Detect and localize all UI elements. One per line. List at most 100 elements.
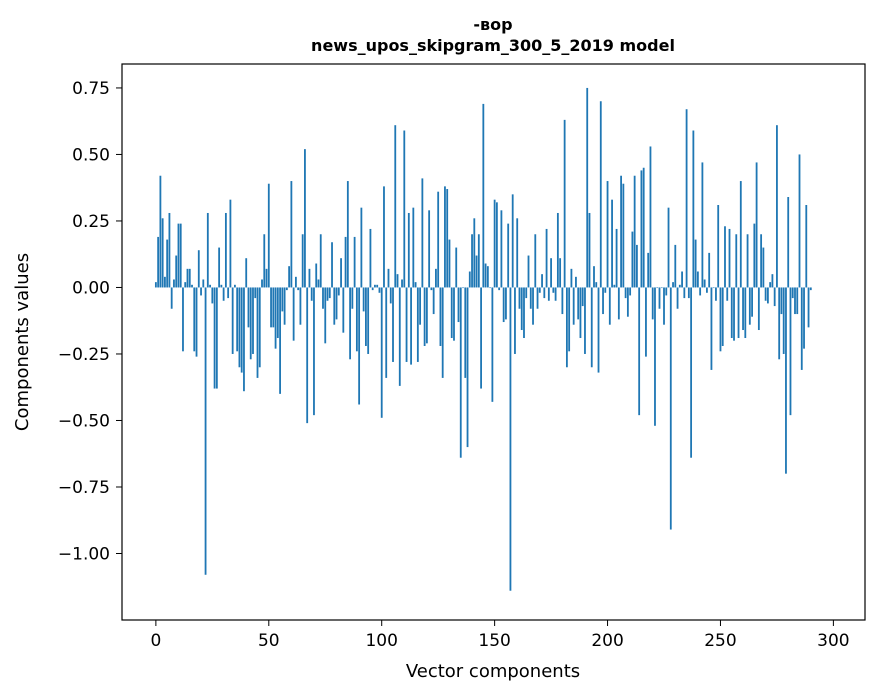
- bar: [505, 287, 507, 320]
- bar: [380, 287, 383, 418]
- bar: [615, 228, 618, 288]
- bar: [638, 287, 641, 416]
- bar: [157, 236, 160, 288]
- bar: [396, 274, 399, 288]
- bar: [405, 287, 408, 362]
- bar: [335, 287, 338, 320]
- y-tick-label: 0.25: [72, 212, 110, 232]
- bar: [299, 287, 302, 325]
- x-tick-label: 50: [258, 631, 280, 651]
- bar: [385, 287, 388, 378]
- bar: [748, 287, 751, 325]
- bar: [622, 183, 625, 288]
- bar: [554, 287, 557, 301]
- bar: [326, 287, 329, 301]
- bar: [762, 247, 765, 288]
- bar: [484, 263, 487, 288]
- bar: [389, 287, 392, 304]
- bar: [412, 207, 415, 288]
- bar: [369, 228, 372, 288]
- bar: [636, 244, 638, 288]
- bar: [439, 287, 442, 346]
- bar: [249, 287, 252, 360]
- bar: [645, 287, 647, 357]
- bar: [240, 287, 243, 373]
- bar: [466, 287, 469, 448]
- bar: [358, 287, 361, 405]
- bar: [290, 181, 293, 288]
- bar: [631, 231, 634, 288]
- bar: [294, 276, 297, 288]
- bar: [536, 287, 539, 309]
- bar: [712, 287, 715, 289]
- bar: [317, 279, 320, 288]
- bar: [220, 284, 223, 288]
- bar: [342, 287, 345, 333]
- bar: [177, 223, 180, 288]
- bar: [588, 212, 591, 288]
- bar: [407, 212, 410, 288]
- bar: [231, 287, 234, 354]
- bar: [665, 287, 668, 296]
- bar: [365, 287, 367, 346]
- bar: [699, 287, 702, 296]
- bar: [245, 258, 248, 288]
- bar: [243, 287, 245, 392]
- bar: [785, 287, 787, 474]
- bar: [782, 287, 785, 354]
- bar: [182, 287, 184, 352]
- bar: [547, 287, 550, 301]
- bar: [430, 287, 433, 291]
- bar: [265, 268, 268, 288]
- bar: [602, 287, 604, 315]
- bar: [696, 271, 699, 288]
- y-tick-label: −0.25: [58, 345, 110, 365]
- bar: [703, 279, 706, 288]
- bar: [301, 234, 304, 288]
- bar: [694, 239, 697, 288]
- bar: [353, 236, 356, 288]
- bar: [791, 287, 794, 299]
- bar: [355, 287, 358, 352]
- bar: [159, 175, 162, 288]
- bar: [170, 287, 173, 309]
- bar: [608, 287, 611, 325]
- bar: [218, 247, 221, 288]
- bar: [805, 205, 808, 288]
- bar: [464, 287, 467, 378]
- bar: [367, 287, 370, 354]
- bar: [800, 287, 803, 370]
- bar: [511, 194, 514, 288]
- bar: [489, 287, 492, 289]
- bar: [552, 287, 555, 293]
- bar: [247, 287, 250, 328]
- bar: [276, 287, 279, 339]
- bar: [656, 287, 659, 289]
- bar: [462, 287, 464, 289]
- bar: [288, 266, 291, 288]
- bar: [337, 287, 340, 296]
- bar: [186, 268, 189, 288]
- bar: [270, 287, 272, 328]
- bar: [274, 287, 277, 349]
- bar: [376, 284, 379, 288]
- bar: [493, 199, 496, 288]
- bar: [184, 282, 187, 288]
- bar: [292, 287, 295, 341]
- bar: [502, 287, 505, 323]
- bar: [556, 212, 559, 288]
- bar: [726, 287, 729, 301]
- bar: [715, 287, 717, 301]
- bar: [649, 146, 652, 288]
- x-tick-label: 200: [591, 631, 623, 651]
- y-tick-label: 0.50: [72, 145, 110, 165]
- bar: [197, 250, 200, 288]
- bar: [480, 287, 482, 389]
- bar: [285, 287, 288, 291]
- bar: [473, 218, 476, 288]
- bar: [525, 287, 528, 299]
- bar: [733, 287, 735, 341]
- bar: [599, 101, 602, 288]
- bar: [611, 199, 613, 288]
